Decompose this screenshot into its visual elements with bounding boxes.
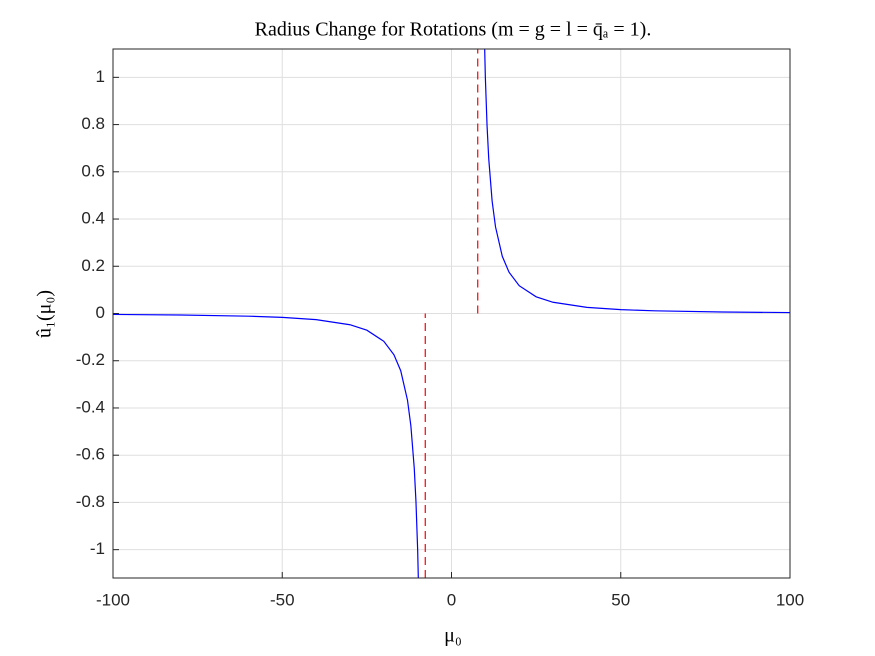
axes-box: [112, 48, 791, 579]
plot-area: [113, 49, 790, 578]
chart-title: Radius Change for Rotations (m = g = l =…: [255, 19, 652, 41]
x-tick-label: 100: [776, 590, 804, 609]
y-tick-label: -0.2: [76, 350, 105, 369]
x-axis-label: μ₀: [444, 625, 462, 647]
y-tick-label: -0.6: [76, 445, 105, 464]
y-tick-label: 0.6: [81, 161, 105, 180]
y-tick-label: -0.4: [76, 397, 105, 416]
y-axis-label: û₁(μ₀): [34, 290, 56, 338]
y-tick-label: 0.8: [81, 114, 105, 133]
y-tick-label: -0.8: [76, 492, 105, 511]
x-tick-label: 50: [611, 590, 630, 609]
y-tick-label: 0.4: [81, 209, 105, 228]
x-tick-label: -100: [96, 590, 130, 609]
y-tick-label: 1: [96, 67, 105, 86]
data-line: [113, 49, 790, 578]
x-tick-label: 0: [447, 590, 456, 609]
y-tick-label: 0.2: [81, 256, 105, 275]
y-tick-label: 0: [96, 303, 105, 322]
y-tick-label: -1: [90, 539, 105, 558]
x-tick-label: -50: [270, 590, 295, 609]
